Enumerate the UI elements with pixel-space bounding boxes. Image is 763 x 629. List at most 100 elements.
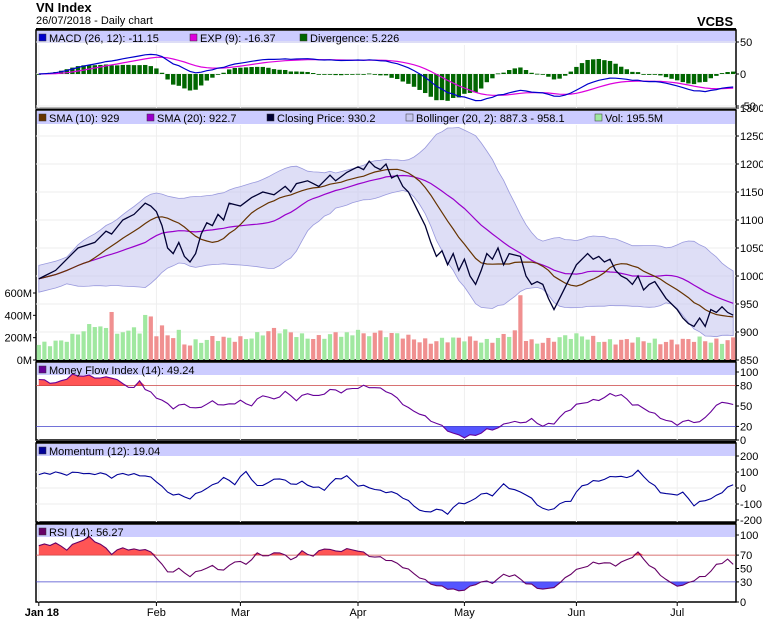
volume-bar [518, 295, 523, 360]
volume-bar [143, 314, 148, 360]
volume-bar [126, 330, 131, 360]
momentum-legend-bar [37, 444, 735, 456]
volume-bar [204, 339, 209, 360]
volume-bar [669, 339, 674, 360]
volume-bar [613, 344, 618, 360]
volume-bar [624, 339, 629, 360]
volume-bar [271, 327, 277, 360]
divergence-bar [64, 69, 69, 74]
bollinger-band [38, 127, 734, 338]
divergence-bar [227, 69, 232, 74]
volume-bar [602, 341, 607, 360]
volume-bar [467, 336, 473, 360]
divergence-bar [277, 69, 282, 74]
divergence-bar [518, 67, 523, 74]
divergence-bar [260, 66, 265, 74]
mfi-tick-label: 20 [740, 421, 752, 433]
divergence-bar [523, 70, 529, 74]
volume-bar [574, 333, 579, 360]
volume-bar [42, 341, 47, 360]
divergence-bar [361, 74, 366, 75]
price-tick-label: 1300 [740, 103, 763, 115]
volume-bar [725, 340, 730, 360]
volume-bar [59, 340, 64, 360]
volume-bar [456, 337, 461, 360]
volume-bar [568, 338, 573, 360]
divergence-bar [193, 74, 198, 90]
mfi-legend-label: Money Flow Index (14): 49.24 [49, 365, 195, 377]
divergence-bar [619, 66, 624, 74]
volume-bar [417, 342, 422, 360]
divergence-bar [546, 74, 551, 77]
price-tick-label: 1050 [740, 243, 763, 255]
divergence-bar [490, 74, 495, 79]
divergence-bar [635, 72, 641, 74]
volume-bar [389, 332, 394, 360]
divergence-bar [148, 66, 153, 74]
volume-bar [395, 333, 400, 360]
volume-bar [283, 329, 288, 360]
price-legend-label: Bollinger (20, 2): 887.3 - 958.1 [416, 113, 565, 125]
price-legend-label: SMA (20): 922.7 [157, 113, 237, 125]
volume-bar [70, 333, 75, 360]
volume-bar [596, 342, 601, 360]
volume-bar [47, 346, 53, 360]
divergence-bar [602, 60, 607, 74]
volume-bar [193, 339, 198, 360]
volume-bar [305, 338, 310, 360]
price-legend-swatch [266, 113, 275, 122]
price-tick-label: 1000 [740, 271, 763, 283]
volume-bar [333, 332, 338, 360]
macd-line [38, 53, 734, 102]
volume-bar [523, 340, 529, 360]
price-legend-label: Vol: 195.5M [605, 113, 663, 125]
volume-bar [215, 340, 221, 360]
divergence-bar [327, 74, 333, 75]
volume-bar [473, 340, 478, 360]
divergence-bar [176, 74, 181, 86]
divergence-bar [367, 73, 372, 75]
x-tick-label: Jan 18 [25, 607, 59, 619]
volume-bar [641, 341, 646, 360]
volume-bar [585, 339, 590, 360]
divergence-bar [103, 64, 109, 74]
divergence-bar [400, 74, 405, 82]
volume-bar [719, 343, 725, 360]
price-legend-label: Closing Price: 930.2 [277, 113, 375, 125]
sma10-line [38, 168, 734, 318]
divergence-bar [171, 74, 176, 85]
rsi-legend-bar [37, 525, 735, 537]
divergence-bar [691, 74, 697, 85]
volume-bar [445, 342, 450, 360]
volume-bar [675, 344, 680, 360]
volume-bar [232, 341, 237, 360]
divergence-bar [445, 74, 450, 101]
divergence-bar [350, 74, 355, 75]
volume-bar [635, 337, 641, 360]
divergence-bar [154, 68, 159, 74]
volume-bar [619, 339, 624, 360]
volume-bar [546, 337, 551, 360]
mfi-tick-label: 80 [740, 381, 752, 393]
volume-bar [339, 336, 344, 360]
volume-bar [535, 343, 540, 360]
divergence-bar [663, 74, 669, 78]
macd-legend-swatch [299, 33, 308, 42]
volume-bar [551, 341, 557, 360]
volume-bar [154, 336, 159, 360]
mfi-line [38, 373, 734, 439]
divergence-bar [423, 74, 428, 94]
divergence-bar [383, 74, 389, 76]
divergence-bar [473, 74, 478, 93]
x-tick-label: May [454, 607, 475, 619]
volume-bar [64, 341, 69, 360]
volume-bar [187, 345, 193, 360]
divergence-bar [243, 67, 249, 74]
divergence-bar [115, 65, 120, 74]
divergence-bar [143, 64, 148, 74]
volume-bar [294, 337, 299, 360]
divergence-bar [596, 58, 601, 74]
volume-bar [451, 337, 456, 360]
divergence-bar [210, 74, 215, 78]
